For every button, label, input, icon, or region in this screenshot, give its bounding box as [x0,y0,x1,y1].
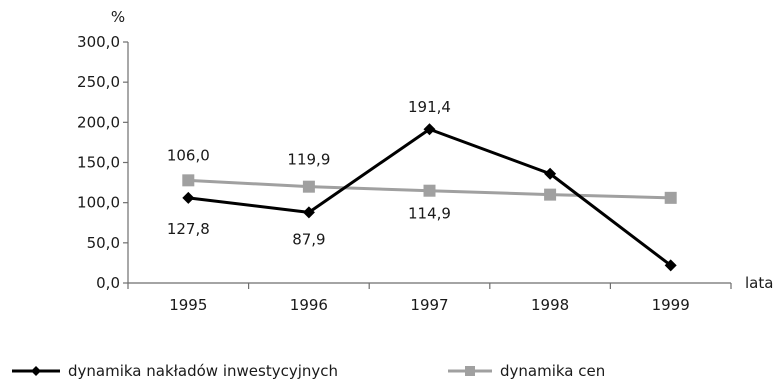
x-tick-label: 1999 [652,296,690,314]
data-label: 191,4 [408,98,451,116]
data-point-investment [664,259,677,272]
legend-label-investment: dynamika nakładów inwestycyjnych [68,362,338,380]
y-tick-label: 300,0 [77,33,120,51]
x-tick-label: 1995 [169,296,207,314]
y-tick-label: 250,0 [77,73,120,91]
data-label: 119,9 [287,151,330,169]
data-label: 106,0 [167,146,210,164]
data-point-prices [302,180,315,193]
legend-diamond-marker [31,366,41,376]
legend: dynamika nakładów inwestycyjnych dynamik… [12,362,605,380]
legend-item-investment: dynamika nakładów inwestycyjnych [12,362,338,380]
data-point-prices [182,174,195,187]
x-tick-label: 1996 [290,296,328,314]
legend-square-marker [465,366,475,376]
y-ticks: 0,0 50,0 100,0 150,0 200,0 250,0 300,0 [77,33,128,292]
y-tick-label: 200,0 [77,113,120,131]
data-point-prices [544,188,557,201]
data-point-investment [182,191,195,204]
data-point-prices [664,191,677,204]
y-tick-label: 150,0 [77,154,120,172]
data-label: 127,8 [167,220,210,238]
y-tick-label: 0,0 [96,274,120,292]
x-axis-unit: lata [745,274,773,292]
data-label: 114,9 [408,205,451,223]
data-label: 87,9 [292,230,325,248]
data-labels: 106,0 119,9 191,4 127,8 87,9 114,9 [167,98,451,248]
x-tick-label: 1998 [531,296,569,314]
series-layer [182,123,677,272]
y-axis-unit: % [111,8,125,26]
x-ticks: 1995 1996 1997 1998 1999 [127,283,732,314]
data-point-investment [302,206,315,219]
legend-label-prices: dynamika cen [500,362,605,380]
data-point-investment [423,123,436,136]
y-tick-label: 50,0 [87,234,120,252]
data-point-investment [544,167,557,180]
x-tick-label: 1997 [410,296,448,314]
legend-item-prices: dynamika cen [448,362,605,380]
y-tick-label: 100,0 [77,194,120,212]
data-point-prices [423,184,436,197]
